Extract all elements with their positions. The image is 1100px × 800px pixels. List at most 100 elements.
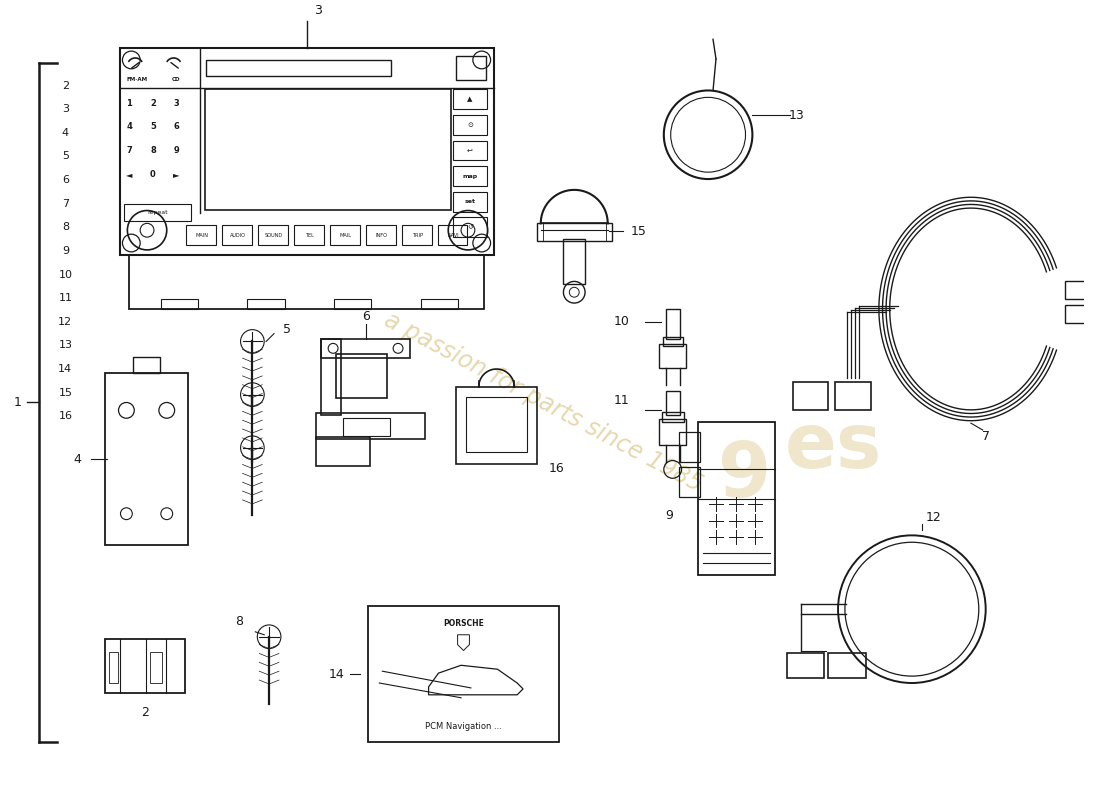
Text: 14: 14 — [58, 364, 73, 374]
Bar — [698, 422, 776, 574]
Text: 8: 8 — [150, 146, 156, 155]
Text: 12: 12 — [58, 317, 73, 326]
Bar — [456, 386, 537, 463]
Text: 5: 5 — [62, 151, 69, 162]
Bar — [786, 654, 824, 678]
Text: 2: 2 — [141, 706, 149, 719]
Text: 15: 15 — [58, 388, 73, 398]
Bar — [366, 226, 396, 245]
Bar — [537, 223, 612, 241]
Bar — [248, 299, 285, 309]
Bar — [109, 651, 118, 683]
Text: 13: 13 — [58, 340, 73, 350]
Bar — [206, 60, 392, 76]
Bar — [1066, 305, 1085, 322]
Bar — [666, 390, 680, 415]
Bar — [828, 654, 866, 678]
Bar — [330, 226, 360, 245]
Text: 9: 9 — [664, 509, 673, 522]
Bar — [662, 412, 683, 422]
Bar — [336, 354, 387, 398]
Text: AUDIO: AUDIO — [230, 233, 246, 238]
Text: MAIN: MAIN — [196, 233, 209, 238]
Text: 6: 6 — [62, 175, 69, 185]
Text: 11: 11 — [614, 394, 629, 407]
Text: 0: 0 — [150, 170, 156, 178]
Text: 7: 7 — [62, 198, 69, 209]
Text: 8: 8 — [62, 222, 69, 232]
Text: 7: 7 — [126, 146, 132, 155]
Bar — [205, 90, 451, 210]
Bar — [453, 90, 486, 109]
Bar — [679, 467, 701, 497]
Text: ↺: ↺ — [468, 224, 473, 230]
Text: map: map — [462, 174, 477, 178]
Bar — [343, 418, 390, 436]
Text: repeat: repeat — [147, 210, 168, 215]
Bar — [317, 414, 425, 439]
Bar — [321, 338, 341, 415]
Text: es: es — [784, 410, 882, 484]
Bar — [835, 382, 870, 410]
Bar — [222, 226, 252, 245]
Text: 4: 4 — [62, 128, 69, 138]
Text: 13: 13 — [789, 109, 804, 122]
Text: 2: 2 — [150, 98, 156, 108]
Text: 6: 6 — [174, 122, 179, 131]
Bar — [258, 226, 288, 245]
Bar — [563, 239, 585, 284]
Bar — [466, 397, 527, 452]
Bar — [133, 358, 161, 373]
Bar — [453, 166, 486, 186]
Text: 1: 1 — [126, 98, 132, 108]
Text: PORSCHE: PORSCHE — [443, 619, 484, 629]
Bar — [130, 255, 484, 309]
Text: MAIL: MAIL — [340, 233, 352, 238]
Bar — [124, 204, 191, 222]
Bar — [120, 48, 494, 255]
Bar — [1066, 282, 1085, 299]
Text: 9: 9 — [174, 146, 179, 155]
Bar — [659, 345, 686, 368]
Text: a passion for parts since 1985: a passion for parts since 1985 — [379, 308, 706, 497]
Bar — [659, 419, 686, 445]
Bar — [456, 56, 486, 80]
Bar — [438, 226, 468, 245]
Text: 8: 8 — [235, 615, 243, 629]
Text: 10: 10 — [614, 315, 629, 328]
Text: NAVI: NAVI — [448, 233, 460, 238]
Text: 16: 16 — [549, 462, 564, 475]
Text: TRIP: TRIP — [412, 233, 424, 238]
Bar — [679, 432, 701, 462]
Bar — [453, 218, 486, 237]
Bar — [367, 606, 560, 742]
Text: CD: CD — [172, 77, 180, 82]
Text: TEL: TEL — [306, 233, 315, 238]
Bar — [666, 309, 680, 338]
Text: 4: 4 — [74, 453, 81, 466]
Bar — [317, 437, 371, 466]
Bar — [294, 226, 323, 245]
Text: 14: 14 — [328, 668, 344, 681]
Text: 3: 3 — [62, 104, 69, 114]
Text: 9: 9 — [718, 439, 771, 514]
Bar — [321, 338, 410, 358]
Text: 9: 9 — [62, 246, 69, 256]
Text: 2: 2 — [62, 81, 69, 90]
Bar — [161, 299, 198, 309]
Text: INFO: INFO — [376, 233, 388, 238]
Text: 12: 12 — [925, 511, 942, 524]
Bar — [663, 337, 682, 346]
Bar — [453, 141, 486, 160]
Bar — [793, 382, 828, 410]
Text: 3: 3 — [174, 98, 179, 108]
Text: ◄: ◄ — [126, 170, 133, 178]
Text: set: set — [464, 199, 475, 204]
Text: 6: 6 — [362, 310, 370, 323]
Text: 7: 7 — [981, 430, 990, 443]
Text: ⊙: ⊙ — [468, 122, 473, 128]
Bar — [104, 638, 186, 693]
Bar — [420, 299, 458, 309]
Bar — [186, 226, 216, 245]
Text: 1: 1 — [13, 396, 21, 409]
